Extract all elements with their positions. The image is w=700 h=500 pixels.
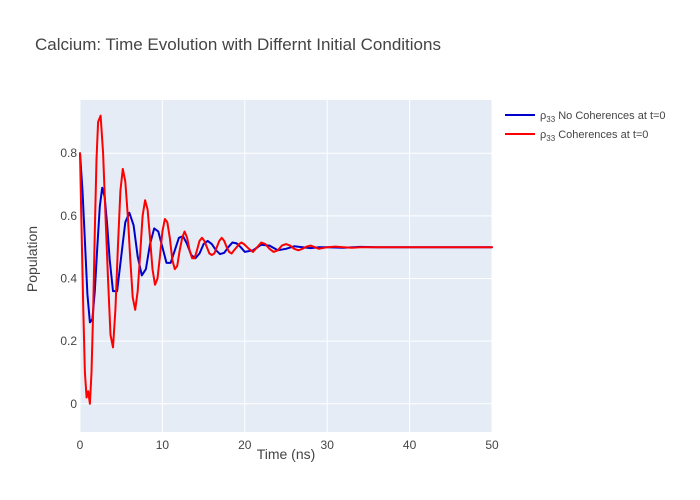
x-axis-title: Time (ns)	[257, 446, 316, 462]
series-lines	[79, 114, 493, 405]
legend-item-2[interactable]: ρ33 Coherences at t=0	[505, 129, 648, 143]
y-tick-label: 0.8	[60, 146, 77, 160]
x-axis-ticks: 0 10 20 30 40 50	[77, 438, 499, 452]
legend-label: ρ33 No Coherences at t=0	[540, 110, 666, 124]
gridlines	[79, 100, 493, 432]
y-tick-label: 0.2	[60, 334, 77, 348]
legend-item-1[interactable]: ρ33 No Coherences at t=0	[505, 110, 666, 124]
legend-label: ρ33 Coherences at t=0	[540, 129, 648, 143]
x-tick-label: 10	[156, 438, 170, 452]
y-tick-label: 0.4	[60, 272, 77, 286]
y-axis-ticks: 0 0.2 0.4 0.6 0.8	[60, 146, 77, 411]
x-tick-label: 30	[321, 438, 335, 452]
y-axis-title: Population	[24, 226, 40, 292]
x-tick-label: 20	[238, 438, 252, 452]
x-tick-label: 40	[403, 438, 417, 452]
x-tick-label: 50	[485, 438, 499, 452]
y-tick-label: 0.6	[60, 209, 77, 223]
series-line-2	[79, 114, 493, 405]
legend[interactable]: ρ33 No Coherences at t=0 ρ33 Coherences a…	[505, 110, 666, 143]
y-tick-label: 0	[70, 397, 77, 411]
x-tick-label: 0	[77, 438, 84, 452]
plot-area	[80, 100, 492, 432]
chart-title: Calcium: Time Evolution with Differnt In…	[35, 35, 441, 54]
